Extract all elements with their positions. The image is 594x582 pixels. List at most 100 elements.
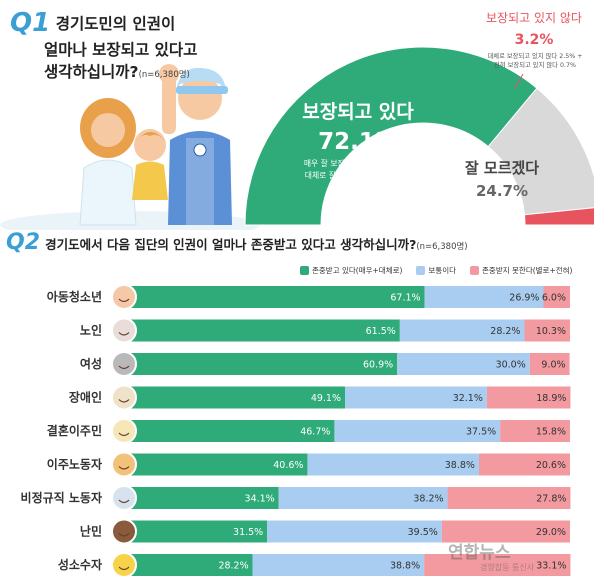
group-face-icon	[111, 552, 137, 578]
bar-segment	[486, 386, 571, 409]
slice-guaranteed	[244, 46, 538, 226]
data-label: 38.2%	[413, 494, 443, 505]
guaranteed-value: 72.1%	[318, 129, 398, 155]
q1-mark: Q1	[10, 8, 51, 38]
bar-segment	[441, 520, 570, 543]
q1-title: Q1 경기도민의 인권이 얼마나 보장되고 있다고 생각하십니까?(n=6,38…	[10, 8, 197, 82]
face-smile-icon	[118, 432, 130, 437]
bar-segment	[397, 353, 530, 375]
face-smile-icon	[118, 365, 130, 370]
bar-segment	[424, 554, 571, 576]
data-label: 38.8%	[445, 460, 475, 471]
watermark: 연합뉴스	[448, 543, 511, 563]
bar-segment	[345, 386, 487, 409]
data-label: 49.1%	[311, 393, 341, 404]
bar-segment	[267, 520, 442, 543]
category-label: 이주노동자	[47, 457, 102, 472]
bar-segment	[307, 453, 479, 476]
unknown-value: 24.7%	[476, 182, 528, 200]
bar-segment	[128, 420, 335, 442]
bar-segment	[424, 286, 544, 308]
bar-segment	[478, 453, 570, 476]
data-label: 38.8%	[390, 561, 420, 572]
watermark-sub: 경향합동 통신사	[480, 563, 535, 572]
q1-title-line-2: 얼마나 보장되고 있다고	[44, 41, 198, 59]
category-label: 여성	[80, 356, 102, 371]
group-face-icon	[111, 384, 137, 411]
bar-segment	[128, 353, 398, 375]
legend-item-neutral: 보통이다	[416, 265, 456, 276]
data-label: 28.2%	[218, 561, 248, 572]
bar-segment	[524, 319, 570, 342]
callout-line	[514, 73, 524, 89]
category-label: 장애인	[69, 390, 102, 405]
legend: 존중받고 있다(매우+대체로) 보통이다 존중받지 못한다(별로+전혀)	[300, 265, 572, 276]
data-label: 9.0%	[541, 360, 565, 371]
bar-segment	[128, 487, 279, 509]
guaranteed-detail-2: 대체로 잘 보장되고 있다 54.7%	[305, 170, 411, 180]
data-label: 60.9%	[363, 360, 393, 371]
bar-segment	[278, 487, 448, 509]
face-smile-icon	[118, 298, 130, 303]
bar-segment	[128, 286, 425, 308]
q2-stacked-bar-chart: 아동청소년 67.1% 26.9% 6.0% 노인 61.5% 28.2% 10.3% 여성 60…	[21, 284, 571, 578]
data-label: 61.5%	[366, 326, 396, 337]
data-label: 34.1%	[245, 494, 275, 505]
data-label: 6.0%	[542, 293, 566, 304]
category-label: 성소수자	[58, 557, 102, 572]
face-smile-icon	[118, 566, 130, 571]
data-label: 33.1%	[536, 561, 566, 572]
group-face-icon	[111, 518, 137, 545]
category-label: 노인	[80, 323, 102, 338]
q1-donut-chart: 보장되고 있다 72.1% 매우 잘 보장되고 있다 17.4% + 대체로 잘…	[0, 11, 594, 230]
group-face-icon	[111, 284, 137, 310]
slice-not-guaranteed	[523, 207, 594, 226]
data-label: 46.7%	[300, 427, 330, 438]
face-smile-icon	[118, 533, 130, 537]
legend-item-not-respected: 존중받지 못한다(별로+전혀)	[470, 265, 572, 276]
q1-sample-size: (n=6,380명)	[138, 70, 190, 80]
guaranteed-label: 보장되고 있다	[302, 101, 414, 123]
data-label: 18.9%	[536, 393, 566, 404]
q1-title-line-1: 경기도민의 인권이	[55, 15, 176, 33]
bar-segment	[128, 554, 253, 576]
data-label: 28.2%	[490, 326, 520, 337]
q2-mark: Q2	[6, 230, 41, 255]
data-label: 29.0%	[536, 527, 566, 538]
bar-segment	[529, 353, 570, 375]
face-smile-icon	[118, 399, 130, 403]
data-label: 10.3%	[536, 326, 566, 337]
bar-segment	[543, 286, 570, 308]
legend-item-respected: 존중받고 있다(매우+대체로)	[300, 265, 402, 276]
data-label: 32.1%	[453, 393, 483, 404]
q2-sample-size: (n=6,380명)	[416, 242, 468, 252]
bar-segment	[334, 420, 501, 442]
family-illustration	[0, 64, 300, 230]
q2-title: Q2 경기도에서 다음 집단의 인권이 얼마나 존중받고 있다고 생각하십니까?…	[6, 230, 468, 255]
group-face-icon	[111, 485, 137, 511]
unknown-label: 잘 모르겠다	[465, 159, 539, 177]
bar-segment	[128, 520, 268, 543]
data-label: 30.0%	[496, 360, 526, 371]
slice-unknown	[487, 87, 594, 216]
not-guaranteed-detail-1: 대체로 보장되고 있지 않다 2.5% +	[487, 51, 582, 60]
group-face-icon	[111, 418, 137, 444]
guaranteed-detail-1: 매우 잘 보장되고 있다 17.4% +	[304, 158, 412, 168]
data-label: 67.1%	[390, 293, 420, 304]
bar-segment	[128, 453, 308, 476]
group-face-icon	[111, 351, 137, 377]
group-face-icon	[111, 451, 137, 478]
data-label: 27.8%	[536, 494, 566, 505]
category-label: 결혼이주민	[47, 423, 102, 438]
not-guaranteed-detail-2: 전혀 보장되고 있지 않다 0.7%	[494, 60, 576, 69]
q2-question: 경기도에서 다음 집단의 인권이 얼마나 존중받고 있다고 생각하십니까?	[45, 237, 417, 252]
data-label: 39.5%	[408, 527, 438, 538]
bar-segment	[252, 554, 425, 576]
q1-title-line-3: 생각하십니까?	[44, 63, 139, 81]
data-label: 31.5%	[233, 527, 263, 538]
data-label: 40.6%	[273, 460, 303, 471]
data-label: 37.5%	[466, 427, 496, 438]
data-label: 15.8%	[536, 427, 566, 438]
bar-segment	[128, 386, 346, 409]
not-guaranteed-value: 3.2%	[515, 32, 554, 48]
